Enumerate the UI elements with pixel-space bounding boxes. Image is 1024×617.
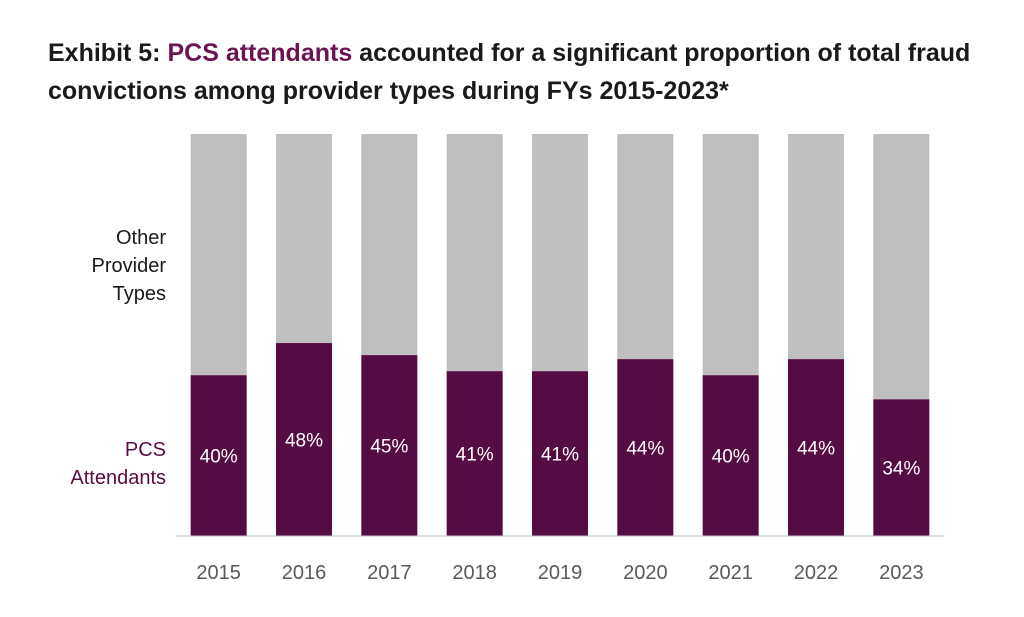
chart-title: Exhibit 5: PCS attendants accounted for … bbox=[48, 34, 988, 110]
data-label-2020: 44% bbox=[626, 439, 664, 460]
bar-other-2015 bbox=[190, 134, 247, 376]
x-tick-label-2022: 2022 bbox=[794, 562, 839, 584]
bar-other-2018 bbox=[446, 134, 503, 372]
bar-pcs-2017 bbox=[361, 355, 418, 536]
data-label-2015: 40% bbox=[200, 447, 238, 468]
x-tick-label-2016: 2016 bbox=[282, 562, 327, 584]
data-label-2018: 41% bbox=[456, 445, 494, 466]
x-tick-label-2021: 2021 bbox=[708, 562, 753, 584]
x-tick-label-2019: 2019 bbox=[538, 562, 583, 584]
bar-pcs-2018 bbox=[446, 371, 503, 536]
legend-label-pcs-attendants: PCS Attendants bbox=[70, 439, 166, 489]
x-tick-label-2018: 2018 bbox=[452, 562, 497, 584]
x-tick-label-2017: 2017 bbox=[367, 562, 412, 584]
legend-label-other-provider-types: Other Provider Types bbox=[91, 227, 166, 305]
bar-pcs-2021 bbox=[702, 375, 759, 536]
x-tick-label-2015: 2015 bbox=[196, 562, 241, 584]
bar-other-2021 bbox=[702, 134, 759, 376]
bar-other-2020 bbox=[617, 134, 674, 360]
bar-pcs-2020 bbox=[617, 359, 674, 536]
title-highlight: PCS attendants bbox=[167, 39, 353, 67]
bar-other-2016 bbox=[276, 134, 332, 344]
data-label-2017: 45% bbox=[370, 437, 408, 458]
title-suffix: accounted for a significant proportion o… bbox=[48, 39, 971, 105]
data-label-2016: 48% bbox=[285, 431, 323, 452]
bar-pcs-2016 bbox=[276, 343, 332, 536]
bar-other-2022 bbox=[788, 134, 844, 360]
bar-pcs-2015 bbox=[190, 375, 247, 536]
bar-pcs-2022 bbox=[788, 359, 844, 536]
bar-other-2017 bbox=[361, 134, 418, 356]
bar-other-2023 bbox=[873, 134, 930, 400]
x-tick-label-2020: 2020 bbox=[623, 562, 668, 584]
title-prefix: Exhibit 5: bbox=[48, 39, 168, 67]
bar-other-2019 bbox=[532, 134, 588, 372]
bar-pcs-2023 bbox=[873, 399, 930, 536]
data-label-2019: 41% bbox=[541, 445, 579, 466]
data-label-2021: 40% bbox=[712, 447, 750, 468]
x-tick-label-2023: 2023 bbox=[879, 562, 924, 584]
bar-pcs-2019 bbox=[532, 371, 588, 536]
data-label-2023: 34% bbox=[882, 459, 920, 480]
data-label-2022: 44% bbox=[797, 439, 835, 460]
